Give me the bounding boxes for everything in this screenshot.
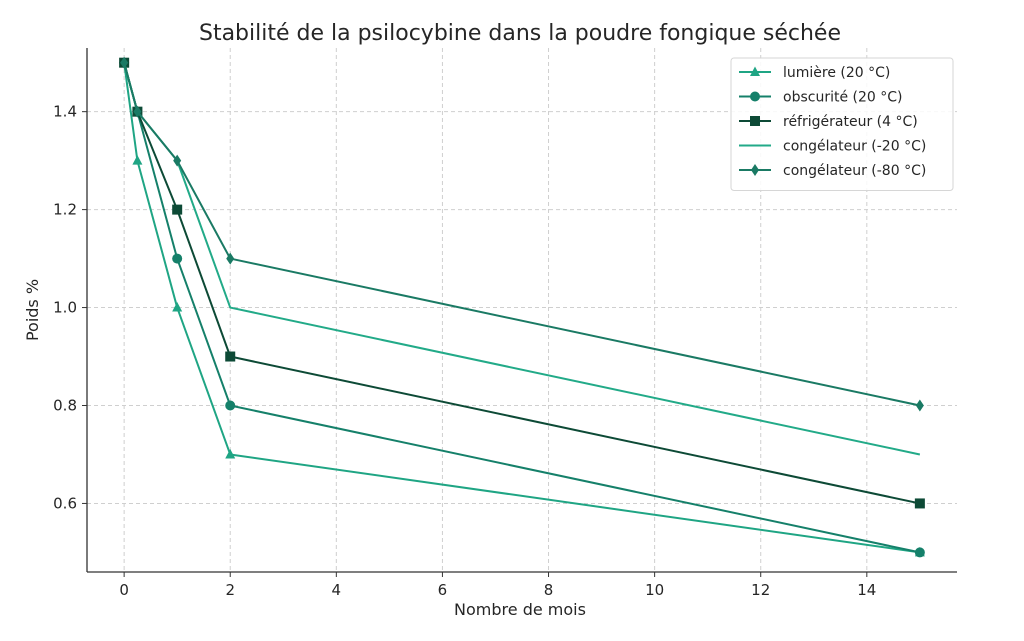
y-tick-label: 0.8 bbox=[53, 396, 77, 414]
x-tick-label: 6 bbox=[438, 581, 448, 599]
triangle-marker bbox=[172, 302, 183, 312]
x-tick-label: 4 bbox=[332, 581, 342, 599]
legend-item: réfrigérateur (4 °C) bbox=[739, 114, 918, 130]
chart-title: Stabilité de la psilocybine dans la poud… bbox=[199, 21, 841, 46]
y-axis-label: Poids % bbox=[23, 279, 42, 341]
series-4 bbox=[120, 56, 924, 412]
x-axis-label: Nombre de mois bbox=[454, 600, 586, 619]
axes bbox=[86, 48, 957, 573]
square-marker bbox=[914, 498, 925, 509]
diamond-marker bbox=[226, 252, 235, 265]
circle-marker bbox=[225, 400, 236, 411]
x-tick-label: 0 bbox=[119, 581, 129, 599]
x-tick-label: 10 bbox=[645, 581, 664, 599]
diamond-marker bbox=[133, 105, 142, 118]
tick-labels: 0 2 4 6 8 10 12 14 0.6 0.8 1.0 1.2 1.4 bbox=[53, 103, 876, 599]
legend-item: congélateur (-80 °C) bbox=[739, 163, 926, 179]
legend-label: lumière (20 °C) bbox=[783, 65, 890, 81]
diamond-marker bbox=[120, 56, 129, 69]
circle-marker bbox=[914, 547, 925, 558]
square-marker bbox=[750, 116, 760, 126]
x-tick-label: 2 bbox=[225, 581, 235, 599]
y-tick-label: 1.0 bbox=[53, 299, 77, 317]
x-tick-label: 12 bbox=[751, 581, 770, 599]
x-tick-label: 8 bbox=[544, 581, 554, 599]
data-series bbox=[119, 56, 925, 558]
legend-box bbox=[730, 57, 954, 191]
x-tick-label: 14 bbox=[857, 581, 876, 599]
triangle-marker bbox=[225, 448, 236, 459]
diamond-marker bbox=[915, 399, 924, 412]
diamond-marker bbox=[173, 154, 182, 167]
square-marker bbox=[172, 204, 183, 215]
legend-label: congélateur (-80 °C) bbox=[783, 163, 926, 179]
y-tick-label: 1.4 bbox=[53, 103, 77, 121]
diamond-marker bbox=[751, 164, 759, 176]
square-marker bbox=[225, 351, 236, 362]
legend: lumière (20 °C) obscurité (20 °C) réfrigér… bbox=[730, 57, 954, 191]
circle-marker bbox=[750, 91, 760, 102]
legend-item: lumière (20 °C) bbox=[739, 65, 890, 81]
y-tick-label: 1.2 bbox=[53, 201, 77, 219]
legend-item: obscurité (20 °C) bbox=[739, 90, 902, 106]
circle-marker bbox=[172, 253, 183, 264]
legend-label: réfrigérateur (4 °C) bbox=[783, 114, 918, 130]
legend-label: congélateur (-20 °C) bbox=[783, 139, 926, 155]
triangle-marker bbox=[750, 66, 760, 76]
legend-item: congélateur (-20 °C) bbox=[739, 139, 926, 155]
y-tick-label: 0.6 bbox=[53, 494, 77, 512]
legend-label: obscurité (20 °C) bbox=[783, 90, 902, 106]
triangle-marker bbox=[132, 155, 143, 165]
